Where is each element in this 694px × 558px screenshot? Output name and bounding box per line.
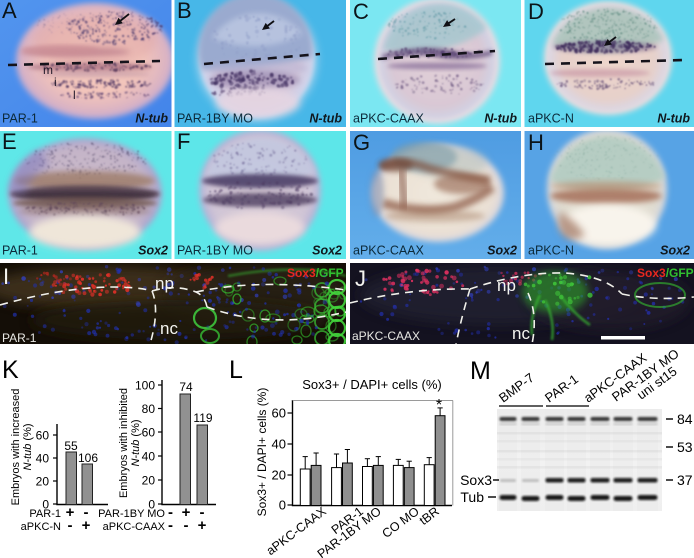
svg-text:I: I	[3, 264, 9, 289]
svg-text:PAR-1: PAR-1	[29, 508, 61, 520]
svg-text:+: +	[198, 517, 207, 534]
svg-text:Sox2: Sox2	[660, 244, 690, 258]
svg-text:nc: nc	[512, 324, 530, 343]
svg-text:H: H	[528, 130, 544, 155]
svg-text:aPKC-N: aPKC-N	[21, 521, 61, 533]
svg-text:53: 53	[677, 439, 693, 455]
svg-text:aPKC-N: aPKC-N	[528, 244, 574, 258]
svg-text:100: 100	[135, 379, 155, 393]
svg-text:nc: nc	[160, 319, 178, 338]
svg-text:B: B	[177, 0, 192, 23]
svg-text:0: 0	[42, 498, 49, 512]
svg-text:-: -	[200, 504, 205, 521]
svg-text:aPKC-CAAX: aPKC-CAAX	[353, 244, 425, 258]
svg-text:N-tub: N-tub	[135, 112, 168, 126]
svg-text:np: np	[497, 276, 516, 295]
svg-text:L: L	[229, 356, 243, 384]
svg-text:Sox3/GFP: Sox3/GFP	[637, 266, 694, 280]
svg-text:Embryos with inhibited: Embryos with inhibited	[118, 388, 130, 498]
svg-text:N-tub: N-tub	[484, 112, 517, 126]
svg-text:aPKC-CAAX: aPKC-CAAX	[353, 112, 425, 126]
svg-text:PAR-1BY MO: PAR-1BY MO	[98, 508, 165, 520]
svg-text:106: 106	[78, 451, 98, 465]
svg-text:E: E	[2, 129, 17, 154]
svg-text:J: J	[355, 266, 366, 291]
svg-text:0: 0	[148, 498, 155, 512]
svg-text:PAR-1: PAR-1	[2, 244, 38, 258]
svg-text:60: 60	[142, 426, 156, 440]
svg-text:119: 119	[193, 411, 212, 425]
svg-text:PAR-1: PAR-1	[2, 331, 37, 345]
svg-text:*: *	[436, 397, 442, 414]
svg-text:20: 20	[36, 475, 50, 489]
svg-text:0: 0	[279, 498, 286, 513]
svg-text:40: 40	[36, 452, 50, 466]
svg-text:-: -	[168, 517, 173, 534]
svg-text:Sox2: Sox2	[138, 244, 168, 258]
svg-text:Sox3+ / DAPI+ cells (%): Sox3+ / DAPI+ cells (%)	[302, 377, 441, 392]
svg-text:i: i	[54, 75, 57, 89]
svg-text:40: 40	[272, 437, 286, 452]
svg-text:C: C	[353, 0, 369, 24]
svg-text:+: +	[182, 504, 191, 521]
svg-text:Tub: Tub	[460, 489, 484, 505]
svg-text:60: 60	[272, 406, 286, 421]
svg-text:60: 60	[36, 429, 50, 443]
svg-text:A: A	[2, 0, 17, 23]
svg-text:PAR-1BY MO: PAR-1BY MO	[177, 112, 253, 126]
svg-text:84: 84	[677, 411, 693, 427]
svg-text:PAR-1: PAR-1	[2, 112, 38, 126]
svg-text:40: 40	[142, 450, 156, 464]
svg-text:37: 37	[677, 472, 693, 488]
svg-text:Embryos with increased: Embryos with increased	[10, 389, 22, 506]
svg-text:Sox3/GFP: Sox3/GFP	[287, 266, 344, 280]
svg-text:+: +	[82, 517, 91, 534]
svg-text:+: +	[66, 504, 75, 521]
svg-text:aPKC-CAAX: aPKC-CAAX	[352, 329, 420, 343]
svg-text:N-tub: N-tub	[309, 112, 342, 126]
svg-text:PAR-1BY MO: PAR-1BY MO	[177, 244, 253, 258]
svg-text:Sox3+ / DAPI+ cells (%): Sox3+ / DAPI+ cells (%)	[255, 388, 269, 517]
svg-text:-: -	[168, 504, 173, 521]
svg-text:m: m	[43, 63, 53, 77]
svg-text:N-tub (%): N-tub (%)	[22, 423, 34, 470]
svg-text:N-tub (%): N-tub (%)	[130, 419, 142, 466]
svg-text:aPKC-CAAX: aPKC-CAAX	[103, 521, 166, 533]
svg-text:-: -	[84, 504, 89, 521]
svg-text:20: 20	[142, 474, 156, 488]
svg-text:G: G	[353, 130, 370, 155]
svg-text:55: 55	[64, 439, 78, 453]
svg-text:Sox3: Sox3	[460, 472, 492, 488]
svg-text:Sox2: Sox2	[312, 244, 342, 258]
svg-text:20: 20	[272, 468, 286, 483]
svg-text:K: K	[2, 356, 19, 384]
svg-text:l: l	[73, 88, 76, 102]
svg-text:M: M	[470, 357, 491, 385]
svg-text:D: D	[528, 0, 544, 24]
svg-text:F: F	[177, 129, 190, 154]
svg-text:aPKC-N: aPKC-N	[528, 112, 574, 126]
svg-text:-: -	[184, 517, 189, 534]
svg-text:Sox2: Sox2	[487, 244, 517, 258]
svg-text:74: 74	[179, 380, 193, 394]
svg-text:80: 80	[142, 402, 156, 416]
svg-text:N-tub: N-tub	[657, 112, 690, 126]
svg-text:-: -	[68, 517, 73, 534]
svg-text:np: np	[155, 274, 174, 293]
